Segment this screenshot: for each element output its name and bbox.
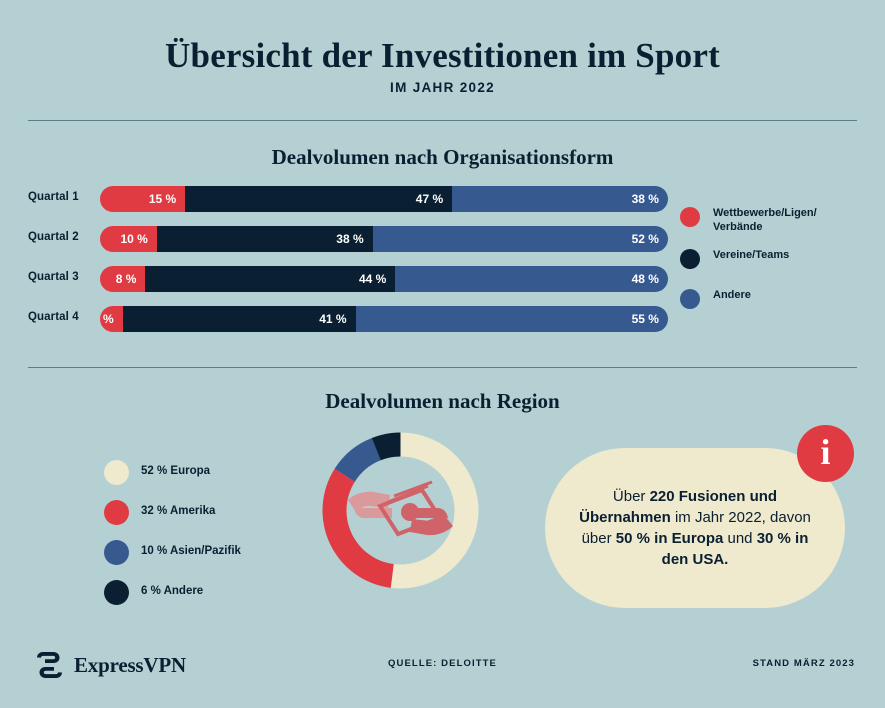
region-legend: 52 % Europa 32 % Amerika 10 % Asien/Pazifi… xyxy=(104,458,294,618)
region-legend-label: 32 % Amerika xyxy=(141,505,216,517)
bar-segment: 8 % xyxy=(100,266,146,292)
donut-slice xyxy=(371,432,401,461)
region-legend-item: 32 % Amerika xyxy=(104,498,294,538)
hands-money-illustration-icon xyxy=(348,480,453,537)
bar-segment: 55 % xyxy=(355,306,668,332)
source-label: QUELLE: DELOITTE xyxy=(388,658,497,669)
callout-emphasis: 220 Fusionen und Übernahmen xyxy=(579,488,778,526)
bar-segment: 47 % xyxy=(185,186,453,212)
bar-row: Quartal 1 15 % 47 % 38 % xyxy=(0,186,885,212)
illustration-part xyxy=(410,515,453,536)
legend-item-clubs: Vereine/Teams xyxy=(680,248,885,274)
region-section-title: Dealvolumen nach Region xyxy=(325,389,560,413)
bar-row-label: Quartal 1 xyxy=(28,191,79,203)
divider-middle xyxy=(28,367,857,368)
bar-row-label: Quartal 2 xyxy=(28,231,79,243)
legend-swatch-icon xyxy=(680,249,700,269)
bar-section-title: Dealvolumen nach Organisationsform xyxy=(271,145,614,169)
legend-item-other: Andere xyxy=(680,288,885,314)
region-legend-swatch-icon xyxy=(104,460,129,485)
region-legend-item: 6 % Andere xyxy=(104,578,294,618)
callout-text: Über 220 Fusionen und Übernahmen im Jahr… xyxy=(545,486,845,570)
donut-slice xyxy=(334,437,381,482)
bar-row-label: Quartal 4 xyxy=(28,311,79,323)
bar-segment: 15 % xyxy=(100,186,186,212)
donut-svg xyxy=(322,432,479,589)
callout-box: Über 220 Fusionen und Übernahmen im Jahr… xyxy=(545,448,845,608)
expressvpn-mark-icon xyxy=(37,652,62,678)
bar-row-label: Quartal 3 xyxy=(28,271,79,283)
region-legend-swatch-icon xyxy=(104,500,129,525)
info-icon-glyph: i xyxy=(820,432,831,472)
region-legend-item: 10 % Asien/Pazifik xyxy=(104,538,294,578)
bar-segment: 38 % xyxy=(452,186,668,212)
bar-segment: 44 % xyxy=(145,266,396,292)
legend-item-label: Andere xyxy=(713,289,751,301)
illustration-part xyxy=(387,484,429,504)
bar-track: 15 % 47 % 38 % xyxy=(100,186,668,212)
region-legend-swatch-icon xyxy=(104,580,129,605)
illustration-part xyxy=(393,480,433,498)
region-legend-swatch-icon xyxy=(104,540,129,565)
bar-row: Quartal 4 4 %41 %55 % xyxy=(0,306,885,332)
bar-chart-legend: Wettbewerbe/Ligen/Verbände Vereine/Teams A… xyxy=(680,206,885,328)
asof-label: STAND MÄRZ 2023 xyxy=(752,658,855,669)
coin-icon xyxy=(401,503,419,521)
bar-segment: 10 % xyxy=(100,226,157,252)
callout-emphasis: 50 % in Europa xyxy=(615,530,724,547)
donut-chart xyxy=(318,428,483,628)
bar-track: 8 % 44 % 48 % xyxy=(100,266,668,292)
region-legend-label: 6 % Andere xyxy=(141,585,204,597)
bar-track: 4 %41 %55 % xyxy=(100,306,668,332)
bar-segment: 52 % xyxy=(372,226,668,252)
region-legend-item: 52 % Europa xyxy=(104,458,294,498)
bar-segment: 48 % xyxy=(395,266,668,292)
callout-plain: Über xyxy=(612,488,650,505)
footer: ExpressVPN QUELLE: DELOITTE STAND MÄRZ 2… xyxy=(0,648,885,688)
bar-row: Quartal 2 10 % 38 % 52 % xyxy=(0,226,885,252)
legend-item-label: Wettbewerbe/Ligen/Verbände xyxy=(713,207,817,233)
legend-item-competitions: Wettbewerbe/Ligen/Verbände xyxy=(680,206,885,234)
bar-segment: 4 % xyxy=(100,306,123,332)
donut-slice xyxy=(390,432,479,589)
divider-top xyxy=(28,120,857,121)
expressvpn-logo-text: ExpressVPN xyxy=(74,652,186,677)
legend-item-label: Vereine/Teams xyxy=(713,249,790,261)
legend-swatch-icon xyxy=(680,207,700,227)
legend-swatch-icon xyxy=(680,289,700,309)
callout-plain: und xyxy=(723,530,757,547)
info-icon: i xyxy=(797,425,854,482)
page-title: Übersicht der Investitionen im Sport xyxy=(165,36,720,75)
region-legend-label: 52 % Europa xyxy=(141,465,211,477)
bar-segment: 38 % xyxy=(156,226,373,252)
donut-slice xyxy=(322,468,394,588)
bar-segment: 41 % xyxy=(122,306,356,332)
expressvpn-logo: ExpressVPN xyxy=(33,648,186,682)
region-legend-label: 10 % Asien/Pazifik xyxy=(141,545,241,557)
callout-plain: im Jahr 2022, davon über xyxy=(581,509,811,547)
bar-chart: Quartal 1 15 % 47 % 38 % Quartal 2 10 % 38 % 52… xyxy=(0,186,885,346)
bar-track: 10 % 38 % 52 % xyxy=(100,226,668,252)
bar-row: Quartal 3 8 % 44 % 48 % xyxy=(0,266,885,292)
page-subtitle: IM JAHR 2022 xyxy=(390,80,495,95)
callout-emphasis: 30 % in den USA. xyxy=(661,530,809,568)
